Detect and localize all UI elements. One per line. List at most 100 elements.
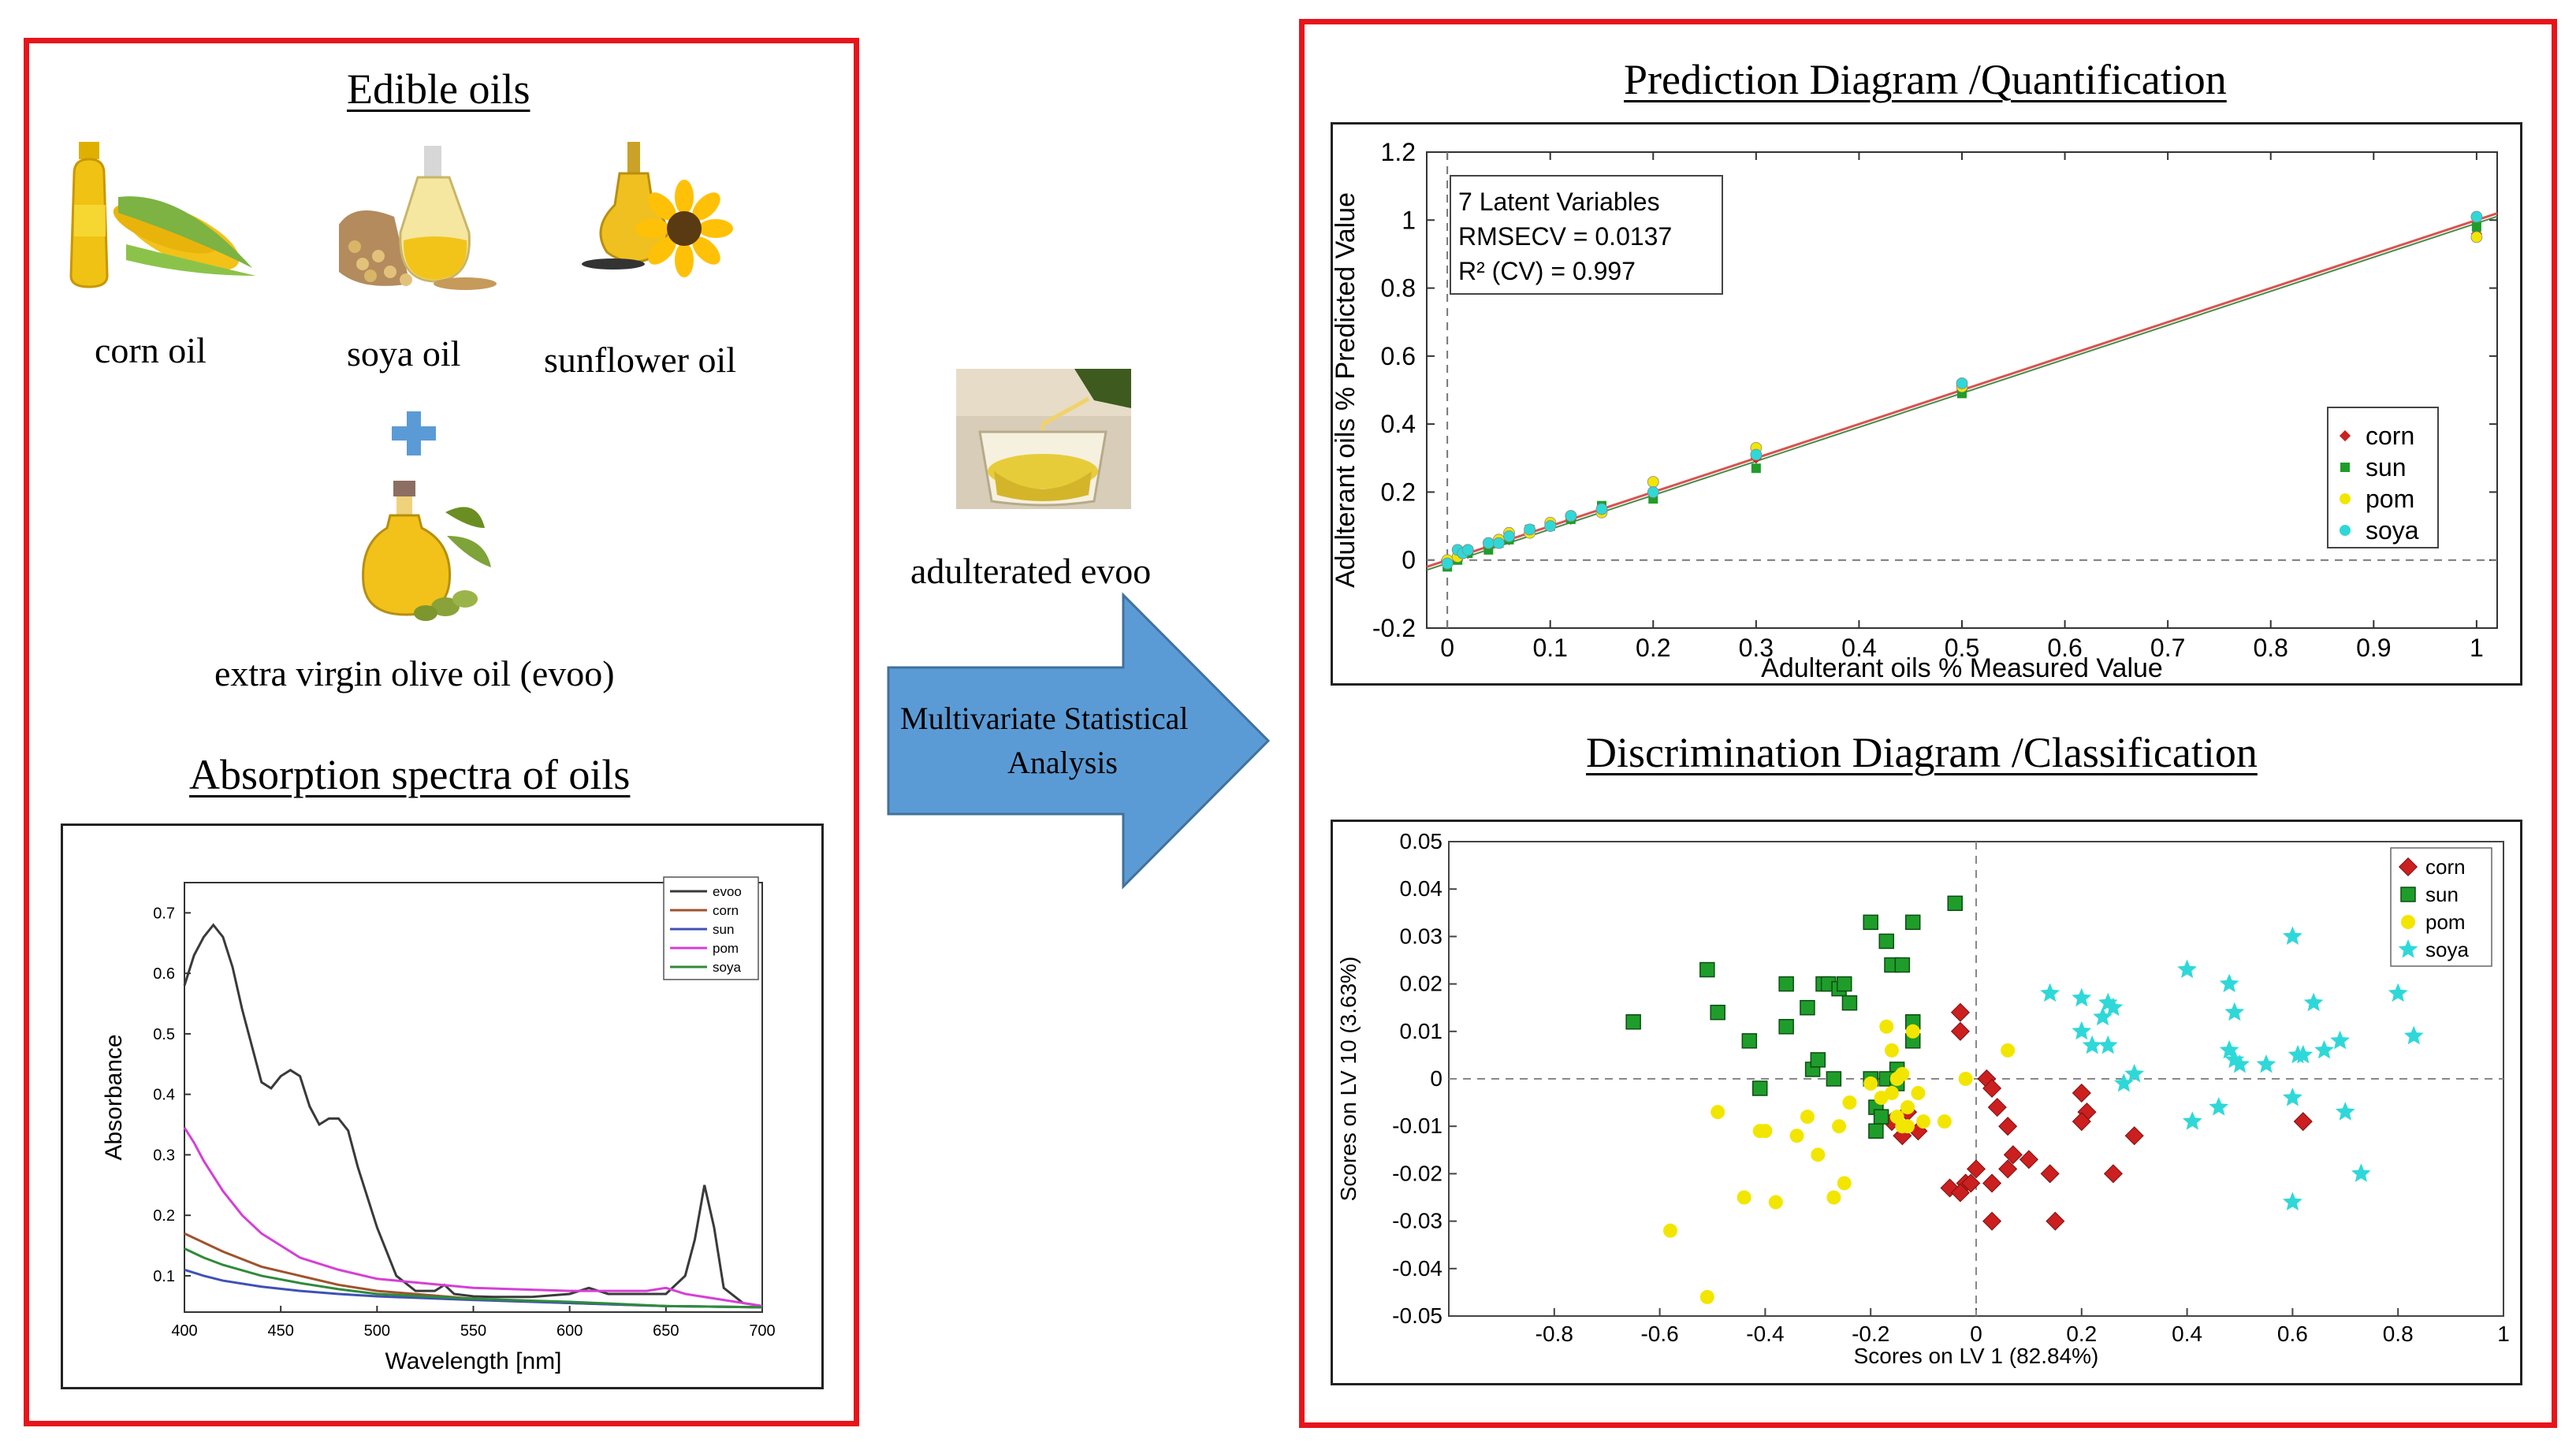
data-point-pom bbox=[1900, 1100, 1915, 1115]
data-point-pom bbox=[1884, 1086, 1899, 1101]
data-point-sun bbox=[1810, 1052, 1826, 1068]
x-tick-label: 0.6 bbox=[2047, 634, 2082, 662]
data-point-soya bbox=[1595, 503, 1608, 515]
data-point-pom bbox=[2001, 1043, 2016, 1058]
legend-label-pom: pom bbox=[713, 941, 739, 956]
data-point-pom bbox=[1800, 1110, 1815, 1125]
y-tick-label: 1.2 bbox=[1381, 138, 1416, 166]
data-point-sun bbox=[1751, 463, 1761, 474]
y-tick-label: 0.01 bbox=[1400, 1019, 1443, 1043]
data-point-pom bbox=[1647, 476, 1659, 488]
classification-x-axis-label: Scores on LV 1 (82.84%) bbox=[1854, 1344, 2099, 1368]
data-point-sun bbox=[1741, 1033, 1758, 1049]
x-tick-label: 1 bbox=[2470, 634, 2484, 662]
spectrum-line-evoo bbox=[183, 923, 763, 1307]
legend-label-sun: sun bbox=[2366, 453, 2407, 481]
data-point-soya bbox=[2330, 1030, 2350, 1050]
data-point-soya bbox=[2230, 1054, 2250, 1073]
analysis-text-line2: Analysis bbox=[1007, 745, 1118, 780]
data-point-pom bbox=[1905, 1024, 1920, 1039]
legend-label-soya: soya bbox=[713, 960, 741, 975]
data-point-soya bbox=[2093, 1006, 2113, 1026]
legend-label-pom: pom bbox=[2425, 910, 2466, 934]
data-point-soya bbox=[1956, 377, 1968, 389]
y-tick-label: -0.03 bbox=[1392, 1209, 1442, 1233]
y-tick-label: 0 bbox=[1430, 1066, 1442, 1091]
y-tick-label: 0.4 bbox=[1381, 410, 1416, 438]
classification-y-axis-label: Scores on LV 10 (3.63%) bbox=[1336, 957, 1361, 1202]
data-point-pom bbox=[1863, 1076, 1878, 1091]
spectrum-line-pom bbox=[183, 1127, 763, 1307]
data-point-soya bbox=[2335, 1102, 2355, 1121]
legend-label-sun: sun bbox=[713, 922, 734, 937]
data-point-corn bbox=[1966, 1159, 1986, 1179]
data-point-pom bbox=[1895, 1066, 1910, 1081]
data-point-pom bbox=[1758, 1124, 1773, 1139]
prediction-legend bbox=[2327, 407, 2439, 548]
data-point-corn bbox=[2019, 1150, 2038, 1169]
classification-chart-frame bbox=[1331, 820, 2522, 1385]
corn-oil-bottle-icon bbox=[69, 142, 256, 288]
data-point-soya bbox=[1750, 448, 1763, 461]
y-tick-label: -0.04 bbox=[1392, 1256, 1442, 1281]
legend-label-corn: corn bbox=[2425, 855, 2466, 879]
data-point-sun bbox=[1710, 1004, 1725, 1021]
analysis-text-line1: Multivariate Statistical bbox=[900, 701, 1189, 736]
annotation-line: R² (CV) = 0.997 bbox=[1458, 257, 1636, 285]
data-point-corn bbox=[1961, 1173, 1981, 1193]
data-point-soya bbox=[2256, 1054, 2276, 1073]
x-tick-label: 600 bbox=[557, 1322, 583, 1340]
sunflower-oil-flask-icon bbox=[582, 142, 733, 277]
y-tick-label: 0.04 bbox=[1400, 876, 1443, 901]
y-tick-label: 0.3 bbox=[153, 1147, 175, 1164]
data-point-corn bbox=[2072, 1112, 2091, 1132]
prediction-title: Prediction Diagram /Quantification bbox=[1624, 56, 2227, 103]
olive-oil-jar-icon bbox=[362, 481, 491, 621]
oil-label-corn: corn oil bbox=[95, 330, 207, 370]
x-tick-label: 0.1 bbox=[1532, 634, 1567, 662]
data-point-soya bbox=[2114, 1073, 2134, 1092]
legend-label-pom: pom bbox=[2366, 485, 2414, 513]
legend-marker-soya bbox=[2398, 939, 2418, 958]
data-point-pom bbox=[1874, 1091, 1889, 1106]
data-point-pom bbox=[2470, 231, 2483, 244]
edible-oils-panel bbox=[24, 38, 859, 1426]
y-tick-label: 0.4 bbox=[153, 1087, 175, 1104]
data-point-sun bbox=[1699, 961, 1715, 978]
data-point-pom bbox=[1662, 1223, 1677, 1238]
y-tick-label: 0.2 bbox=[1381, 478, 1416, 506]
data-point-soya bbox=[2103, 997, 2124, 1017]
data-point-pom bbox=[1958, 1072, 1973, 1086]
y-tick-label: 0.2 bbox=[153, 1207, 175, 1225]
data-point-soya bbox=[2293, 1044, 2314, 1064]
adulterated-evoo-label: adulterated evoo bbox=[910, 551, 1152, 591]
adulterated-evoo-glass-icon bbox=[956, 369, 1131, 509]
legend-label-corn: corn bbox=[2366, 422, 2414, 450]
data-point-pom bbox=[1811, 1147, 1826, 1162]
data-point-pom bbox=[1842, 1095, 1857, 1110]
data-point-corn bbox=[2046, 1211, 2065, 1231]
spectra-chart: 400 450 500 550 600 650 700 0.1 0.2 0.3 0.4 0.5 0.6 0… bbox=[101, 876, 776, 1374]
legend-marker-pom bbox=[2340, 493, 2351, 504]
data-point-corn bbox=[2072, 1084, 2091, 1103]
data-point-sun bbox=[1947, 895, 1963, 912]
data-point-pom bbox=[1837, 1176, 1852, 1191]
legend-marker-soya bbox=[2340, 525, 2351, 536]
data-point-corn bbox=[2103, 1164, 2123, 1184]
data-point-pom bbox=[1900, 1119, 1915, 1134]
data-point-soya bbox=[2314, 1039, 2334, 1059]
data-point-soya bbox=[2283, 1192, 2302, 1210]
data-point-corn bbox=[1998, 1159, 2018, 1179]
x-tick-label: 0.5 bbox=[1945, 634, 1979, 662]
data-point-soya bbox=[2098, 1035, 2118, 1054]
evoo-label: extra virgin olive oil (evoo) bbox=[214, 653, 615, 693]
data-point-soya bbox=[2082, 1035, 2102, 1054]
data-point-pom bbox=[1711, 1105, 1725, 1120]
x-tick-label: 550 bbox=[460, 1322, 486, 1340]
soy-oil-jug-icon bbox=[339, 146, 497, 290]
data-point-sun bbox=[1873, 1109, 1889, 1125]
x-tick-label: 1 bbox=[2497, 1322, 2510, 1346]
x-tick-label: 0 bbox=[1440, 634, 1454, 662]
x-tick-label: 0.4 bbox=[2172, 1322, 2202, 1346]
data-point-pom bbox=[1911, 1086, 1926, 1101]
